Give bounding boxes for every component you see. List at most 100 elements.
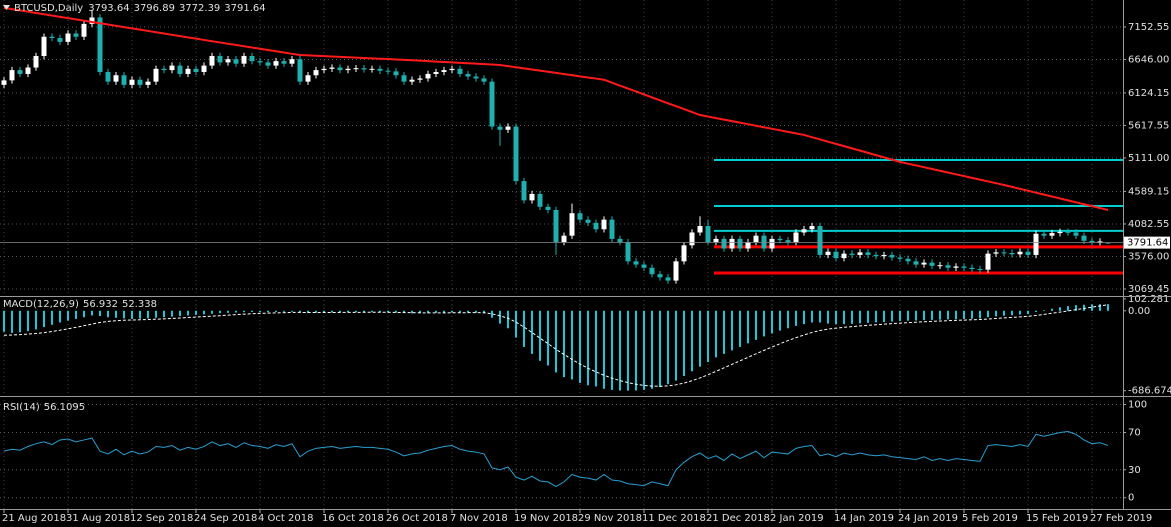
candle-body bbox=[1049, 233, 1055, 236]
candle-body bbox=[457, 68, 463, 74]
candle-body bbox=[977, 269, 983, 271]
candle-body bbox=[921, 262, 927, 265]
y-tick-label: 3576.00 bbox=[1128, 251, 1169, 262]
histogram-bar bbox=[123, 310, 125, 319]
y-tick-label: 0.00 bbox=[1128, 306, 1150, 317]
candle-body bbox=[1017, 251, 1023, 255]
histogram-bar bbox=[539, 310, 541, 361]
x-tick-label: 4 Oct 2018 bbox=[258, 513, 313, 524]
candle-body bbox=[449, 68, 455, 71]
histogram-bar bbox=[1011, 310, 1013, 316]
candle-body bbox=[689, 232, 695, 246]
histogram-bar bbox=[835, 310, 837, 325]
candle-body bbox=[113, 75, 119, 82]
candle-body bbox=[73, 33, 79, 37]
histogram-bar bbox=[899, 310, 901, 322]
histogram-bar bbox=[27, 310, 29, 332]
candle-body bbox=[201, 65, 207, 73]
histogram-bar bbox=[107, 310, 109, 318]
histogram-bar bbox=[579, 310, 581, 383]
candle-body bbox=[561, 235, 567, 243]
candle-body bbox=[209, 55, 215, 66]
histogram-bar bbox=[763, 310, 765, 337]
histogram-bar bbox=[427, 310, 429, 314]
macd-header: MACD(12,26,9) 56.932 52.338 bbox=[3, 299, 157, 310]
candle-body bbox=[833, 251, 839, 259]
histogram-bar bbox=[1075, 305, 1077, 311]
histogram-bar bbox=[707, 310, 709, 362]
histogram-bar bbox=[747, 310, 749, 344]
candle-body bbox=[305, 75, 311, 82]
x-tick-label: 5 Feb 2019 bbox=[962, 513, 1018, 524]
histogram-bar bbox=[547, 310, 549, 366]
candle-body bbox=[665, 277, 671, 281]
candle-body bbox=[217, 55, 223, 63]
histogram-bar bbox=[491, 310, 493, 318]
candle-body bbox=[505, 126, 511, 130]
y-tick-label: 100 bbox=[1128, 400, 1147, 411]
y-tick-label: 0 bbox=[1128, 493, 1134, 504]
candle-body bbox=[25, 67, 31, 74]
histogram-bar bbox=[99, 310, 101, 317]
candle-body bbox=[993, 252, 999, 254]
x-tick-label: 16 Oct 2018 bbox=[322, 513, 384, 524]
histogram-bar bbox=[339, 310, 341, 313]
symbol: BTCUSD,Daily bbox=[14, 3, 83, 14]
candle-body bbox=[249, 55, 255, 62]
x-tick-label: 15 Feb 2019 bbox=[1026, 513, 1088, 524]
histogram-bar bbox=[235, 310, 237, 313]
x-tick-label: 19 Nov 2018 bbox=[514, 513, 578, 524]
y-tick-label: 5111.00 bbox=[1128, 153, 1169, 164]
histogram-bar bbox=[435, 310, 437, 313]
histogram-bar bbox=[611, 310, 613, 390]
candle-body bbox=[121, 75, 127, 85]
candle-body bbox=[161, 68, 167, 71]
histogram-bar bbox=[419, 310, 421, 314]
histogram-bar bbox=[499, 310, 501, 324]
histogram-bar bbox=[131, 310, 133, 319]
candle-body bbox=[441, 70, 447, 73]
x-tick-label: 11 Dec 2018 bbox=[642, 513, 706, 524]
candle-body bbox=[1081, 235, 1087, 241]
histogram-bar bbox=[867, 310, 869, 323]
histogram-bar bbox=[627, 310, 629, 391]
histogram-bar bbox=[299, 310, 301, 313]
candle-body bbox=[177, 65, 183, 74]
candle-body bbox=[1057, 231, 1063, 234]
histogram-bar bbox=[691, 310, 693, 372]
candle-body bbox=[705, 226, 711, 243]
candle-body bbox=[433, 72, 439, 74]
candle-body bbox=[345, 68, 351, 71]
y-tick-label: 70 bbox=[1128, 427, 1141, 438]
histogram-bar bbox=[851, 310, 853, 324]
candle-body bbox=[1097, 241, 1103, 243]
candle-body bbox=[9, 70, 15, 81]
candle-body bbox=[849, 253, 855, 255]
candle-body bbox=[1105, 242, 1111, 244]
histogram-bar bbox=[531, 310, 533, 354]
candle-body bbox=[473, 76, 479, 79]
candle-body bbox=[409, 79, 415, 82]
candle-body bbox=[985, 253, 991, 270]
candle-body bbox=[361, 68, 367, 70]
candle-body bbox=[737, 238, 743, 249]
histogram-bar bbox=[571, 310, 573, 380]
histogram-bar bbox=[515, 310, 517, 338]
histogram-bar bbox=[771, 310, 773, 334]
histogram-bar bbox=[995, 310, 997, 317]
candle-body bbox=[1025, 251, 1031, 255]
candle-body bbox=[617, 238, 623, 243]
histogram-bar bbox=[755, 310, 757, 340]
header-close: 3791.64 bbox=[224, 3, 265, 14]
histogram-bar bbox=[555, 310, 557, 373]
header: BTCUSD,Daily 3793.64 3796.89 3772.39 3791.64 bbox=[14, 3, 266, 14]
histogram-bar bbox=[195, 310, 197, 315]
candle-body bbox=[241, 55, 247, 64]
candle-body bbox=[809, 226, 815, 230]
histogram-bar bbox=[171, 310, 173, 317]
histogram-bar bbox=[323, 310, 325, 313]
histogram-bar bbox=[1035, 310, 1037, 312]
histogram-bar bbox=[67, 310, 69, 321]
candle-body bbox=[729, 238, 735, 249]
